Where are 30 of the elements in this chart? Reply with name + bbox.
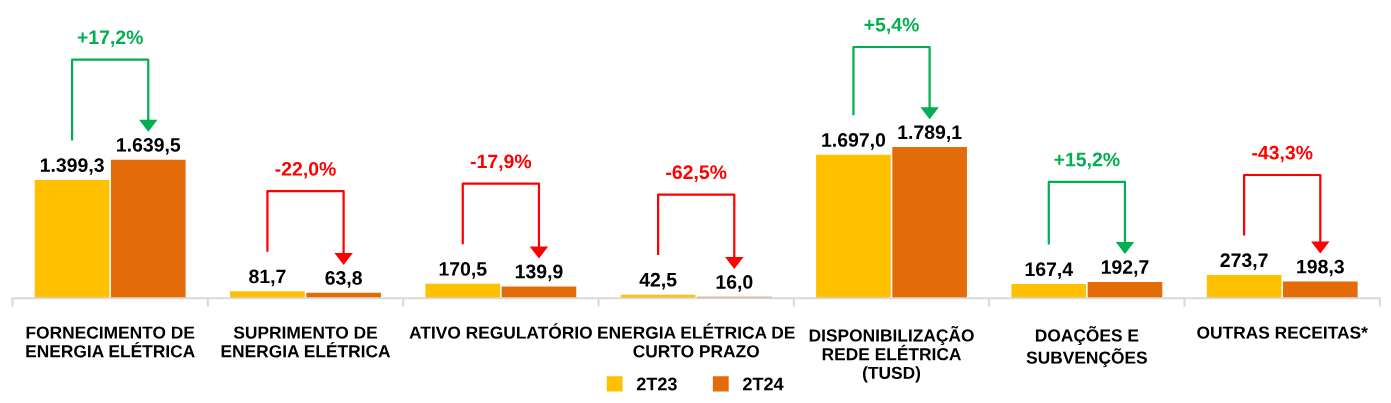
x-tick-label: OUTRAS RECEITAS* bbox=[1197, 326, 1368, 339]
data-label: 63,8 bbox=[325, 271, 362, 288]
data-label: 1.789,1 bbox=[898, 125, 962, 142]
text: +17,2% bbox=[77, 30, 143, 47]
x-tick-label: DOAÇÕES E SUBVENÇÕES bbox=[1026, 326, 1147, 368]
data-label: 198,3 bbox=[1297, 259, 1344, 277]
x-tick-label: SUPRIMENTO DE ENERGIA ELÉTRICA bbox=[221, 326, 391, 358]
data-label: 1.697,0 bbox=[822, 133, 886, 150]
annotation: +15,2% bbox=[1054, 152, 1120, 170]
x-tick-label: DISPONIBILIZAÇÃO REDE ELÉTRICA (TUSD) bbox=[809, 326, 974, 383]
data-label: 42,5 bbox=[639, 272, 677, 290]
legend-label: 2T24 bbox=[743, 377, 784, 391]
x-tick-label: FORNECIMENTO DE ENERGIA ELÉTRICA bbox=[26, 326, 195, 358]
data-label: 167,4 bbox=[1025, 262, 1073, 279]
data-label: 139,9 bbox=[515, 264, 563, 282]
x-tick-label: ENERGIA ELÉTRICA DE CURTO PRAZO bbox=[598, 323, 795, 358]
data-label: 16,0 bbox=[716, 275, 753, 292]
data-label: 273,7 bbox=[1220, 253, 1268, 270]
data-label: 1.399,3 bbox=[40, 158, 104, 175]
annotation: -43,3% bbox=[1252, 145, 1313, 163]
legend-label: 2T23 bbox=[636, 377, 677, 391]
text: +5,4% bbox=[864, 17, 919, 35]
annotation: -22,0% bbox=[275, 161, 336, 179]
data-label: 81,7 bbox=[249, 269, 286, 287]
data-label: 170,5 bbox=[439, 262, 487, 279]
data-label: 192,7 bbox=[1101, 260, 1149, 277]
annotation: -62,5% bbox=[666, 165, 727, 182]
annotation: -17,9% bbox=[470, 154, 532, 172]
data-label: 1.639,5 bbox=[117, 137, 181, 155]
x-tick-label: ATIVO REGULATÓRIO bbox=[409, 323, 592, 339]
